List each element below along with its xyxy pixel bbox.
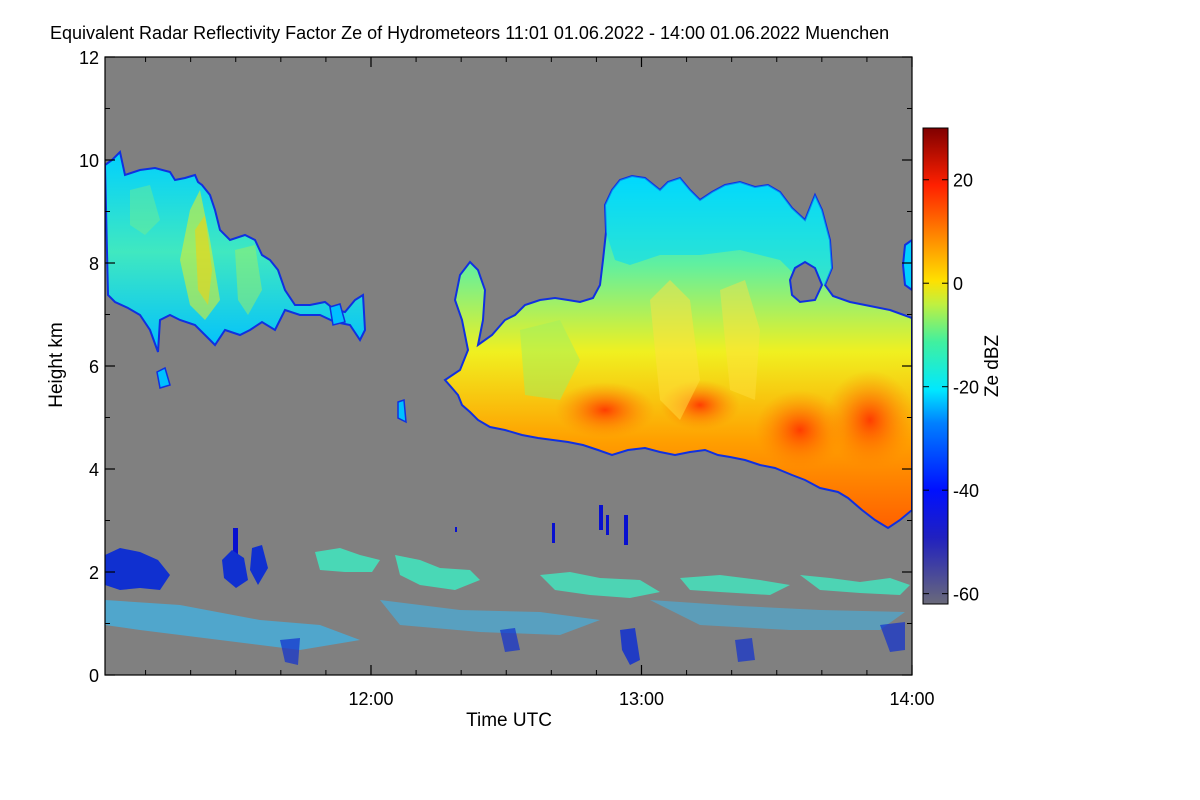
x-tick-label: 13:00 xyxy=(619,689,664,709)
y-axis-label: Height km xyxy=(46,322,67,408)
colorbar-label: Ze dBZ xyxy=(982,334,1003,397)
reflectivity-field xyxy=(105,149,912,665)
colorbar-tick-label: 0 xyxy=(953,274,963,294)
y-tick-label: 0 xyxy=(89,666,99,686)
echo-streaks xyxy=(233,505,628,563)
cirrus-cloud-left xyxy=(105,149,367,353)
chart-title: Equivalent Radar Reflectivity Factor Ze … xyxy=(50,23,889,43)
chart-title-main: Equivalent Radar Reflectivity Factor Ze … xyxy=(50,23,500,43)
y-tick-label: 10 xyxy=(79,151,99,171)
y-tick-label: 6 xyxy=(89,357,99,377)
x-tick-label: 12:00 xyxy=(348,689,393,709)
colorbar xyxy=(922,127,949,605)
y-tick-label: 12 xyxy=(79,48,99,68)
chart-title-location: Muenchen xyxy=(800,23,889,43)
colorbar-tick-label: -40 xyxy=(953,481,979,501)
y-tick-label: 4 xyxy=(89,460,99,480)
boundary-layer-clutter xyxy=(105,545,910,665)
colorbar-tick-label: -60 xyxy=(953,585,979,605)
colorbar-ticks: -60 -40 -20 0 20 xyxy=(923,171,979,605)
x-axis: 12:00 13:00 14:00 xyxy=(145,57,935,709)
y-tick-label: 2 xyxy=(89,563,99,583)
chart-title-time-range: 11:01 01.06.2022 - 14:00 01.06.2022 xyxy=(500,23,800,43)
x-axis-label: Time UTC xyxy=(466,710,552,731)
y-tick-label: 8 xyxy=(89,254,99,274)
colorbar-tick-label: -20 xyxy=(953,378,979,398)
colorbar-tick-label: 20 xyxy=(953,171,973,191)
x-tick-label: 14:00 xyxy=(889,689,934,709)
y-axis: 0 2 4 6 8 10 12 xyxy=(79,48,912,686)
